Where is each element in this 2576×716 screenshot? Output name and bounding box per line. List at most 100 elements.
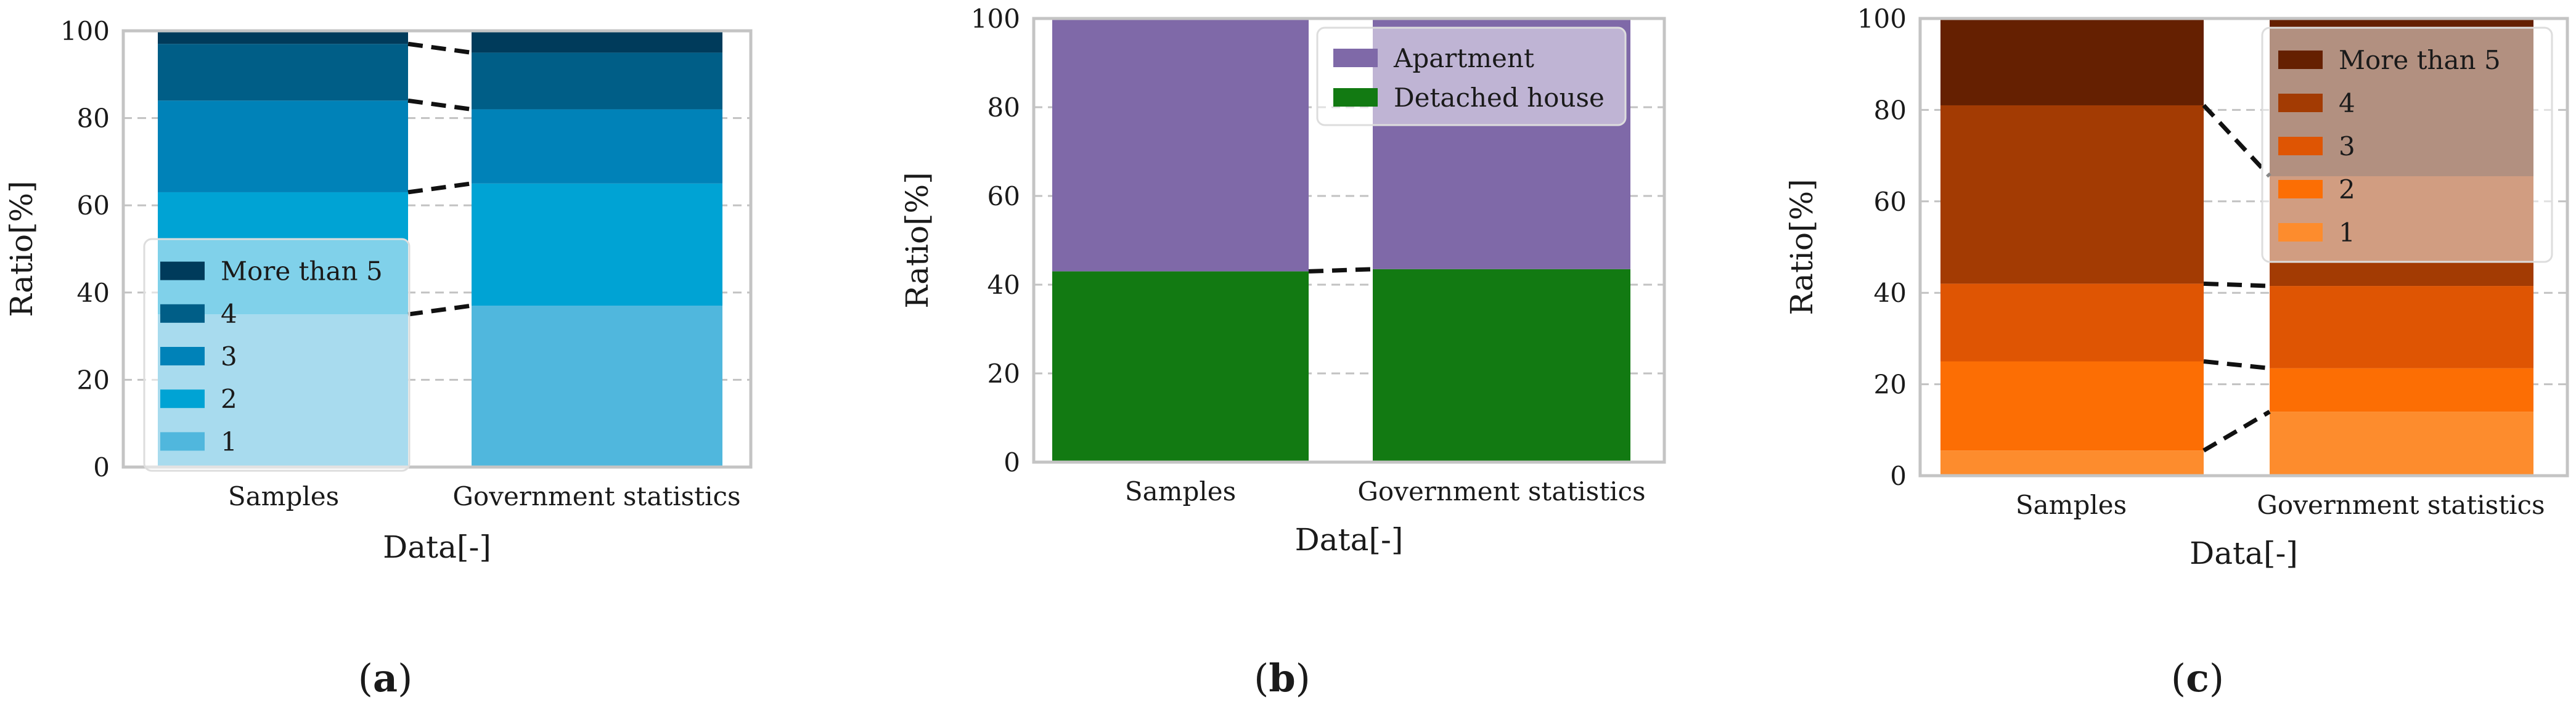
bar-segment (158, 100, 408, 192)
legend-label: Apartment (1393, 43, 1534, 73)
x-axis-title: Data[-] (383, 529, 491, 565)
y-tick-label: 40 (1874, 278, 1907, 308)
legend-label: 3 (2339, 131, 2355, 161)
y-tick-label: 80 (987, 92, 1020, 123)
legend-swatch (2278, 223, 2323, 242)
connector-line (407, 303, 472, 317)
bar-segment (472, 183, 722, 306)
panel-label: (c) (2171, 656, 2224, 701)
connector-line (2203, 359, 2270, 371)
y-tick-label: 40 (987, 270, 1020, 300)
bar-segment (1940, 283, 2204, 362)
legend-label: 2 (221, 384, 237, 414)
legend-swatch (160, 432, 205, 451)
bar-segment (158, 31, 408, 44)
connector-line (407, 41, 472, 55)
bar-segment (1373, 269, 1630, 462)
bar-segment (2270, 368, 2533, 412)
bar-segment (2270, 286, 2533, 368)
connector-line (2202, 104, 2271, 178)
y-axis-title: Ratio[%] (1784, 179, 1820, 315)
chart-panel-a: 0 20 40 60 80 100 Samples Government statistics… (4, 16, 753, 701)
legend-label: 4 (221, 299, 237, 329)
y-tick-label: 100 (1857, 4, 1907, 34)
y-tick-label: 100 (60, 16, 110, 46)
connector-line (2202, 410, 2271, 453)
legend-label: More than 5 (2339, 45, 2501, 75)
y-tick-label: 80 (1874, 95, 1907, 125)
bar-segment (1940, 450, 2204, 476)
chart-panel-c: 0 20 40 60 80 100 Samples Government statistics… (1784, 4, 2569, 701)
y-tick-label: 60 (1874, 187, 1907, 217)
bar-segment (1940, 105, 2204, 284)
legend: More than 5 4 3 2 1 (2261, 26, 2553, 263)
y-tick-label: 0 (93, 452, 110, 482)
x-tick-label: Samples (228, 481, 339, 511)
y-tick-label: 80 (77, 104, 110, 134)
bar-segment (1052, 18, 1309, 272)
x-tick-label: Government statistics (1357, 476, 1645, 506)
legend-swatch (2278, 94, 2323, 112)
legend-label: More than 5 (221, 256, 383, 287)
panel-label: (a) (358, 656, 413, 701)
x-tick-label: Samples (1125, 476, 1236, 506)
legend-label: 2 (2339, 174, 2355, 205)
legend: Apartment Detached house (1316, 26, 1627, 126)
x-axis-title: Data[-] (1295, 522, 1404, 558)
legend-box (143, 238, 411, 472)
axes-frame (121, 29, 753, 469)
legend-box (1316, 26, 1627, 126)
y-tick-label: 20 (987, 359, 1020, 389)
legend-swatch (160, 347, 205, 365)
bar-segment (472, 52, 722, 110)
y-axis-title: Ratio[%] (899, 172, 935, 308)
legend-swatch (1333, 49, 1378, 67)
legend-swatch (2278, 51, 2323, 69)
legend: More than 5 4 3 2 1 (143, 238, 411, 472)
bar-segment (1940, 18, 2204, 105)
y-tick-label: 0 (1890, 461, 1907, 491)
legend-swatch (2278, 137, 2323, 155)
panel-letter: b (1269, 656, 1295, 701)
legend-label: 4 (2339, 88, 2355, 118)
y-tick-label: 100 (971, 4, 1020, 34)
connector-line (1308, 267, 1373, 274)
y-tick-label: 40 (77, 278, 110, 308)
x-tick-label: Samples (2016, 490, 2127, 520)
panel-letter: a (373, 656, 398, 701)
y-tick-label: 20 (77, 365, 110, 395)
legend-label: 3 (221, 341, 237, 372)
bar-segment (472, 109, 722, 184)
panel-label: (b) (1254, 656, 1310, 701)
axes-frame (1032, 17, 1666, 464)
x-tick-label: Government statistics (452, 481, 740, 511)
panel-letter: c (2186, 656, 2209, 701)
bar-segment (158, 44, 408, 101)
legend-label: 1 (221, 426, 237, 457)
legend-label: Detached house (1394, 83, 1605, 113)
legend-swatch (1333, 88, 1378, 107)
bar-segment (472, 31, 722, 53)
connector-line (2203, 281, 2270, 288)
connector-line (407, 181, 472, 195)
legend-swatch (2278, 180, 2323, 198)
y-tick-label: 0 (1004, 447, 1020, 478)
bar-segment (472, 306, 722, 467)
legend-label: 1 (2339, 218, 2355, 248)
axes-frame (1918, 17, 2569, 478)
y-axis-title: Ratio[%] (4, 181, 39, 317)
connector-line (407, 98, 472, 112)
y-tick-label: 20 (1874, 370, 1907, 400)
legend-swatch (160, 389, 205, 409)
legend-swatch (160, 304, 205, 323)
bar-segment (1052, 271, 1309, 462)
x-tick-label: Government statistics (2257, 490, 2545, 520)
x-axis-title: Data[-] (2190, 535, 2298, 571)
legend-swatch (160, 261, 205, 280)
chart-panel-b: 0 20 40 60 80 100 Samples Government statistics… (899, 4, 1666, 701)
legend-box (2261, 26, 2553, 263)
bar-segment (1940, 361, 2204, 451)
y-tick-label: 60 (987, 181, 1020, 211)
bar-segment (2270, 412, 2533, 476)
